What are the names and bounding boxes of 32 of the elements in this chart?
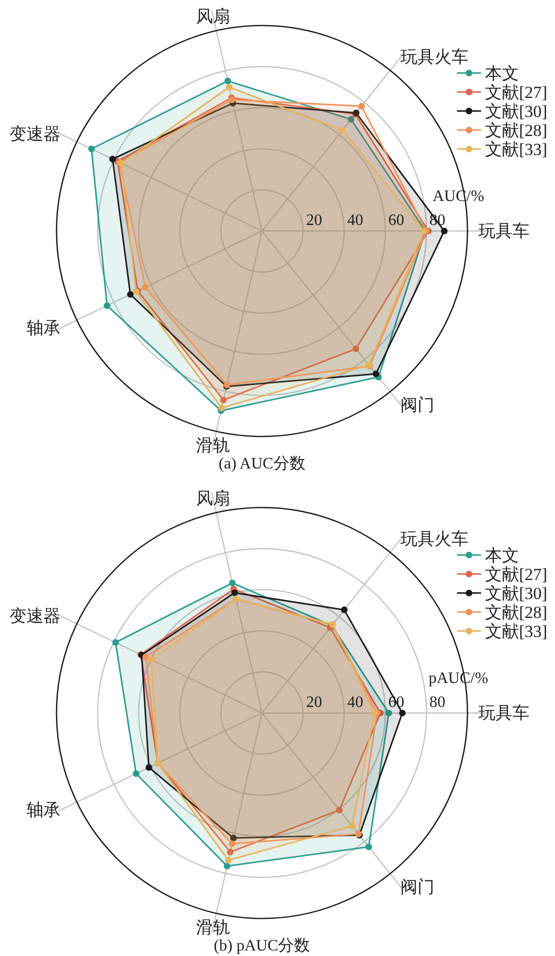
legend-label: 文献[33]	[485, 622, 548, 641]
y-tick-label: 20	[306, 212, 322, 229]
legend-label: 文献[27]	[485, 83, 548, 102]
legend-label: 本文	[485, 546, 519, 565]
y-tick-label: 80	[429, 694, 446, 711]
spoke-label: 风扇	[196, 489, 230, 508]
spoke-label: 变速器	[9, 124, 60, 144]
legend-label: 文献[28]	[485, 603, 548, 622]
legend-label: 本文	[485, 64, 519, 83]
legend-label: 文献[28]	[485, 121, 548, 140]
spoke-label: 变速器	[9, 606, 60, 626]
spoke-label: 玩具车	[478, 704, 530, 722]
spoke-label: 阀门	[400, 877, 435, 896]
spoke-label: 阀门	[400, 395, 435, 414]
legend-label: 文献[27]	[485, 565, 548, 584]
y-tick-label: 40	[347, 212, 364, 229]
spoke-label: 轴承	[26, 800, 60, 820]
y-tick-label: 20	[306, 694, 322, 711]
spoke-label: 滑轨	[196, 918, 230, 937]
spoke-label: 轴承	[26, 318, 60, 338]
spoke-label: 风扇	[196, 7, 230, 26]
y-tick-label: 40	[347, 694, 364, 711]
y-tick-label: 60	[388, 212, 404, 229]
spoke-label: 玩具火车	[400, 48, 469, 67]
legend-label: 文献[33]	[485, 140, 548, 159]
text: (a) AUC分数	[218, 456, 306, 472]
legend-label: 文献[30]	[485, 584, 548, 603]
spoke-label: 玩具车	[478, 222, 530, 240]
spoke-label: 玩具火车	[400, 530, 469, 549]
legend-label: 文献[30]	[485, 102, 548, 121]
spoke-label: 滑轨	[196, 436, 230, 455]
text: (b) pAUC分数	[214, 938, 310, 954]
